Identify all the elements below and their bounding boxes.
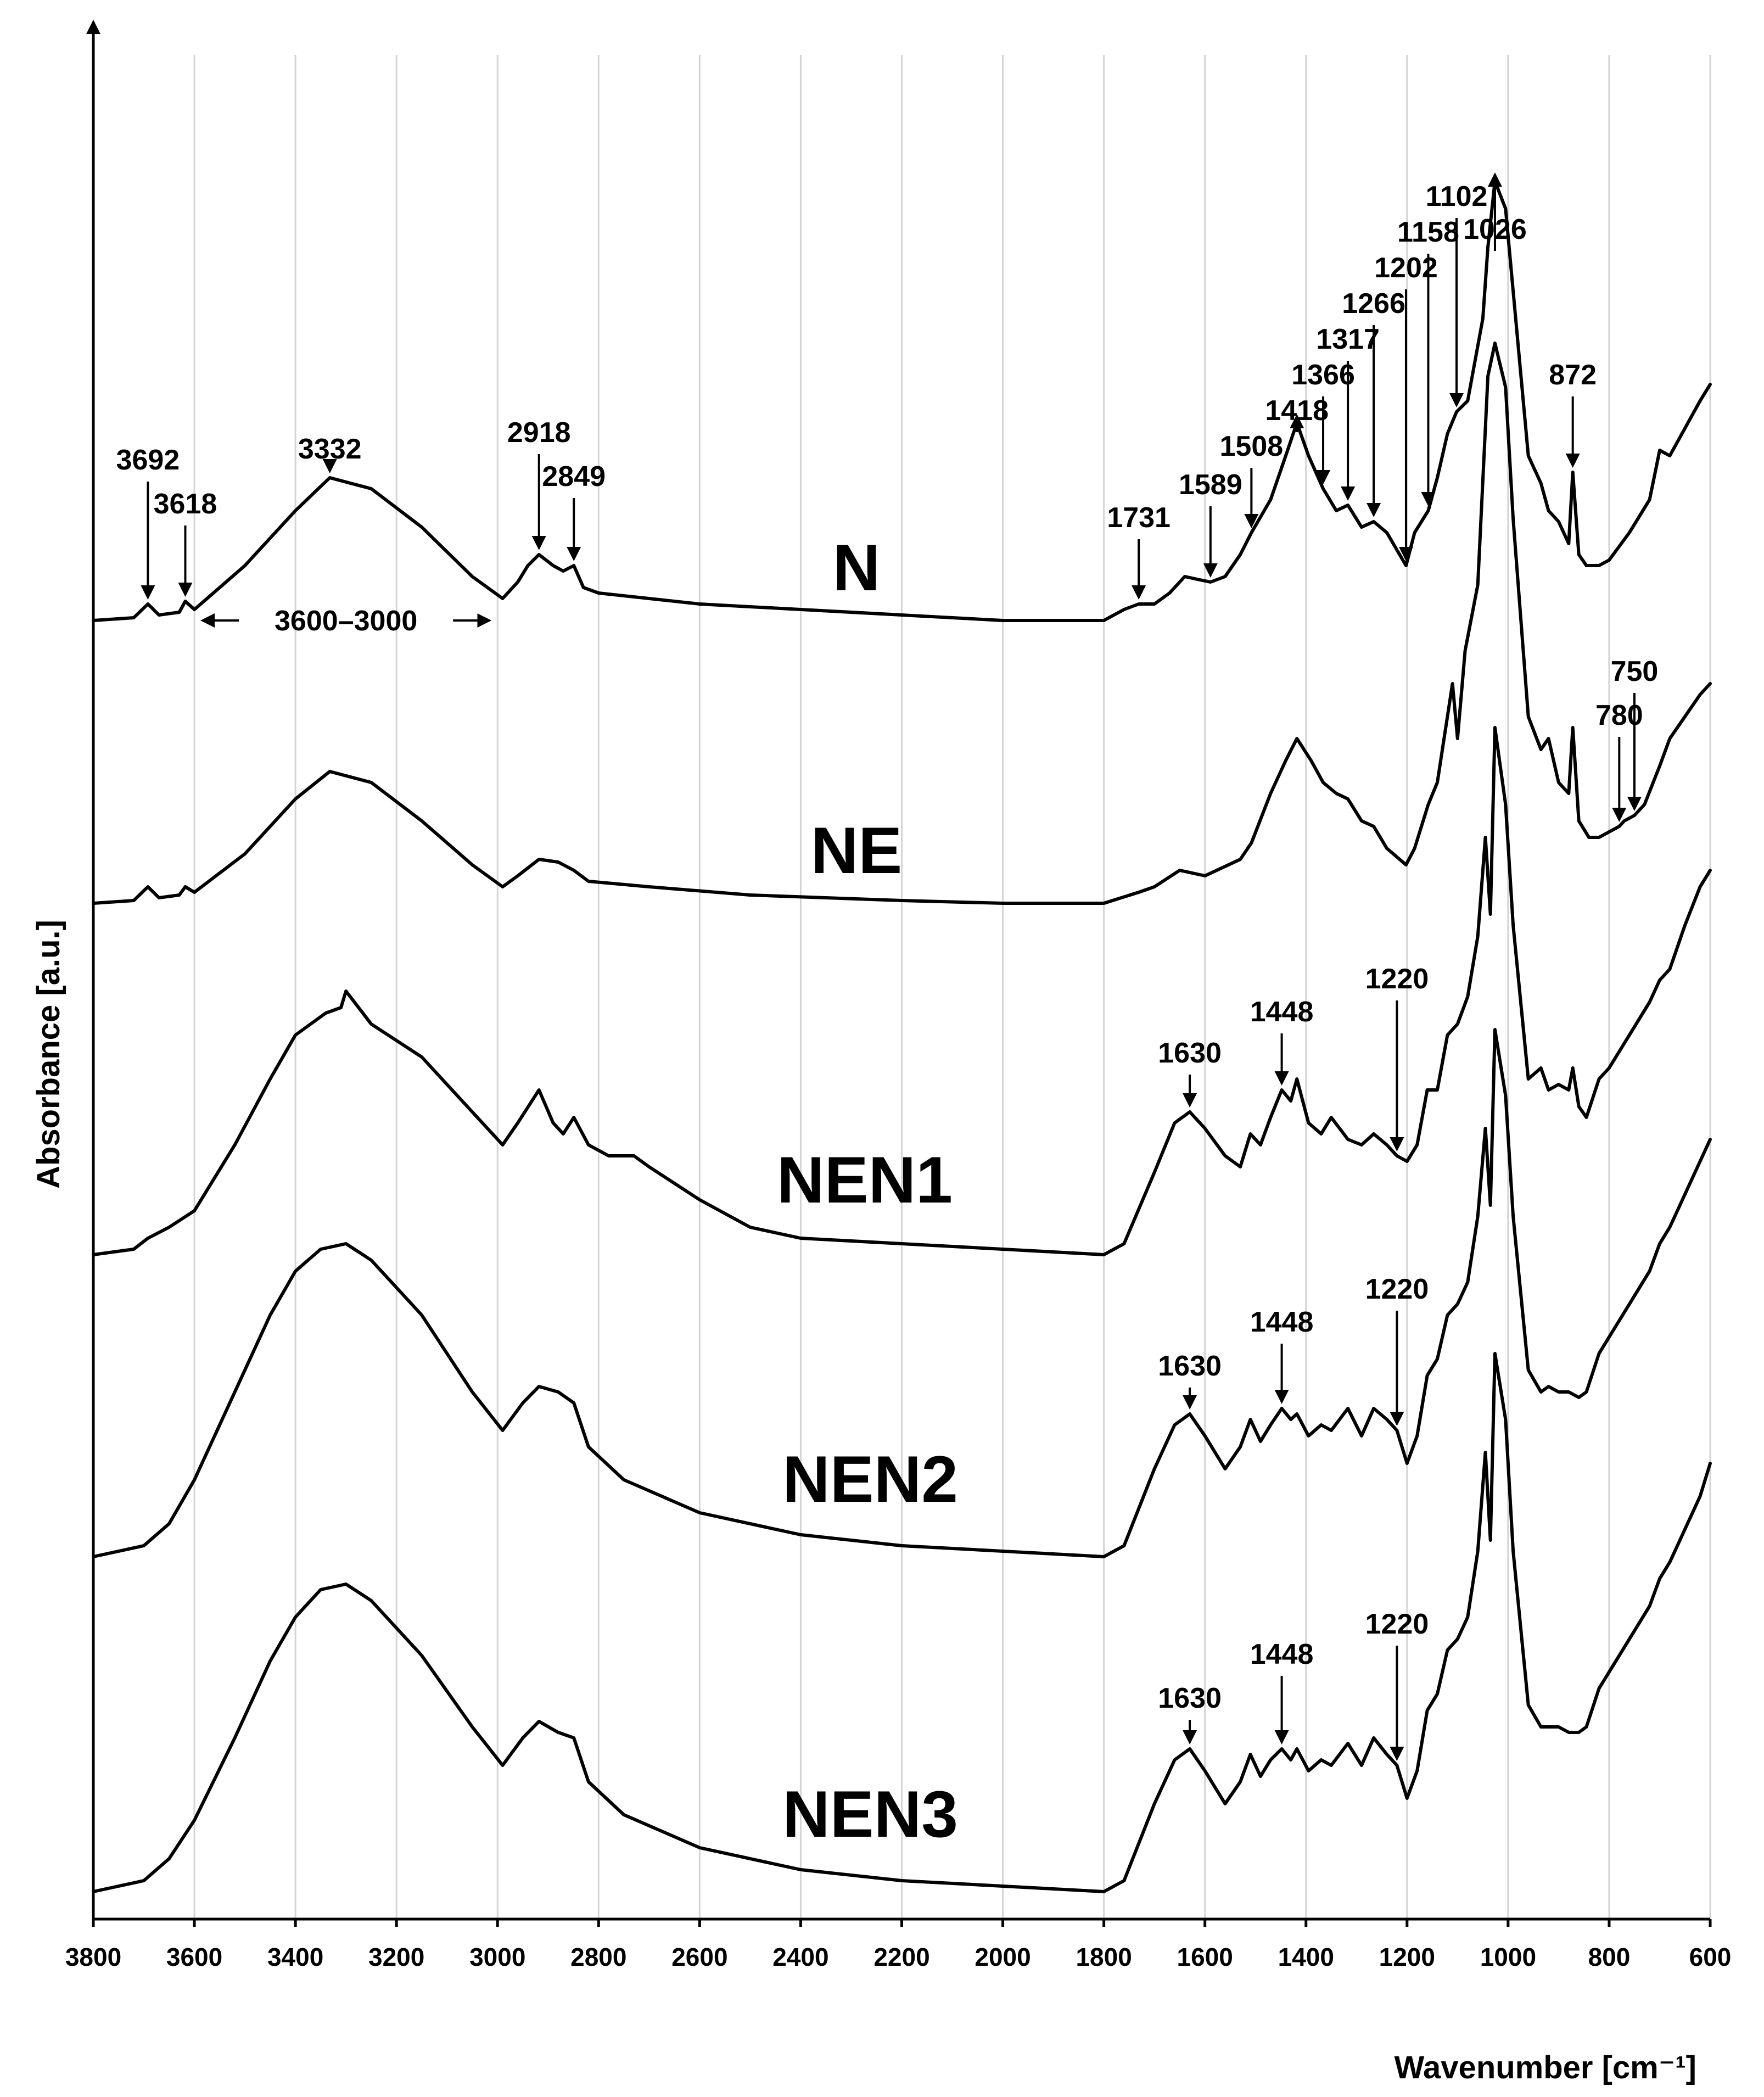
series-nen2-line [92,1028,1712,1558]
x-tick-label-600: 600 [1689,1943,1732,1971]
peak-label-nen3-1630: 1630 [1158,1682,1222,1714]
peak-label-ne-750: 750 [1611,656,1659,687]
x-tick-label-3400: 3400 [267,1943,323,1971]
peak-label-n-1317: 1317 [1316,323,1380,355]
peak-label-n-1731: 1731 [1107,502,1171,534]
x-tick-label-2600: 2600 [671,1943,727,1971]
x-tick-label-3600: 3600 [166,1943,222,1971]
peak-label-nen1-1448: 1448 [1250,996,1314,1028]
y-axis-title: Absorbance [a.u.] [31,920,66,1189]
x-tick-label-1800: 1800 [1076,1943,1132,1971]
peak-label-n-3618: 3618 [154,488,217,520]
x-tick-label-3200: 3200 [368,1943,424,1971]
series-nen3-line [92,1352,1712,1893]
x-tick-label-1400: 1400 [1278,1943,1334,1971]
peak-label-nen2-1630: 1630 [1158,1350,1222,1382]
series-label-nen1: NEN1 [777,1143,953,1217]
peak-label-nen2-1220: 1220 [1365,1273,1429,1305]
peak-label-n-1589: 1589 [1179,469,1242,501]
x-tick-label-3800: 3800 [65,1943,121,1971]
peak-label-nen3-1220: 1220 [1365,1608,1429,1640]
peak-label-n-2849: 2849 [542,461,606,493]
series-label-nen2: NEN2 [782,1442,958,1516]
series-label-ne: NE [811,814,903,887]
peak-label-n-1366: 1366 [1291,359,1355,391]
x-tick-label-2200: 2200 [873,1943,929,1971]
x-axis-title: Wavenumber [cm⁻¹] [1394,2050,1696,2085]
x-tick-label-800: 800 [1588,1943,1631,1971]
peak-label-n-1508: 1508 [1220,430,1284,462]
peak-label-nen3-1448: 1448 [1250,1639,1314,1670]
peak-label-n-1266: 1266 [1342,288,1405,320]
peak-label-nen1-1630: 1630 [1158,1037,1222,1069]
x-tick-label-1000: 1000 [1480,1943,1536,1971]
vertical-gridlines [193,55,1711,1919]
x-tick-label-1200: 1200 [1379,1943,1435,1971]
peak-label-n-3332: 3332 [298,433,362,465]
peak-label-n-2918: 2918 [507,417,571,449]
x-tick-label-3000: 3000 [469,1943,525,1971]
series-labels: N NE NEN1 NEN2 NEN3 [777,531,958,1851]
spectra-curves [92,180,1712,1893]
peak-label-n-1418: 1418 [1265,395,1329,427]
peak-label-n-1102: 1102 [1426,181,1488,213]
series-label-n: N [833,531,881,605]
series-ne-line [92,342,1712,905]
peak-label-n-1026: 1026 [1463,214,1527,245]
range-label-3600-3000: 3600–3000 [275,605,417,637]
peak-label-ne-780: 780 [1595,700,1643,731]
series-label-nen3: NEN3 [782,1777,958,1851]
series-n-line [92,180,1712,622]
peak-label-nen2-1448: 1448 [1250,1306,1314,1338]
peak-label-n-3692: 3692 [116,444,180,476]
x-tick-label-2800: 2800 [570,1943,626,1971]
x-tick-label-1600: 1600 [1177,1943,1233,1971]
x-tick-label-2400: 2400 [772,1943,828,1971]
x-tick-label-2000: 2000 [975,1943,1031,1971]
series-nen1-line [92,726,1712,1256]
peak-label-n-1158: 1158 [1397,216,1459,248]
axes: 3800 3600 3400 3200 3000 2800 2600 2400 2200 2000… [31,20,1732,2085]
peak-label-n-872: 872 [1549,359,1597,391]
peak-label-nen1-1220: 1220 [1365,963,1429,995]
